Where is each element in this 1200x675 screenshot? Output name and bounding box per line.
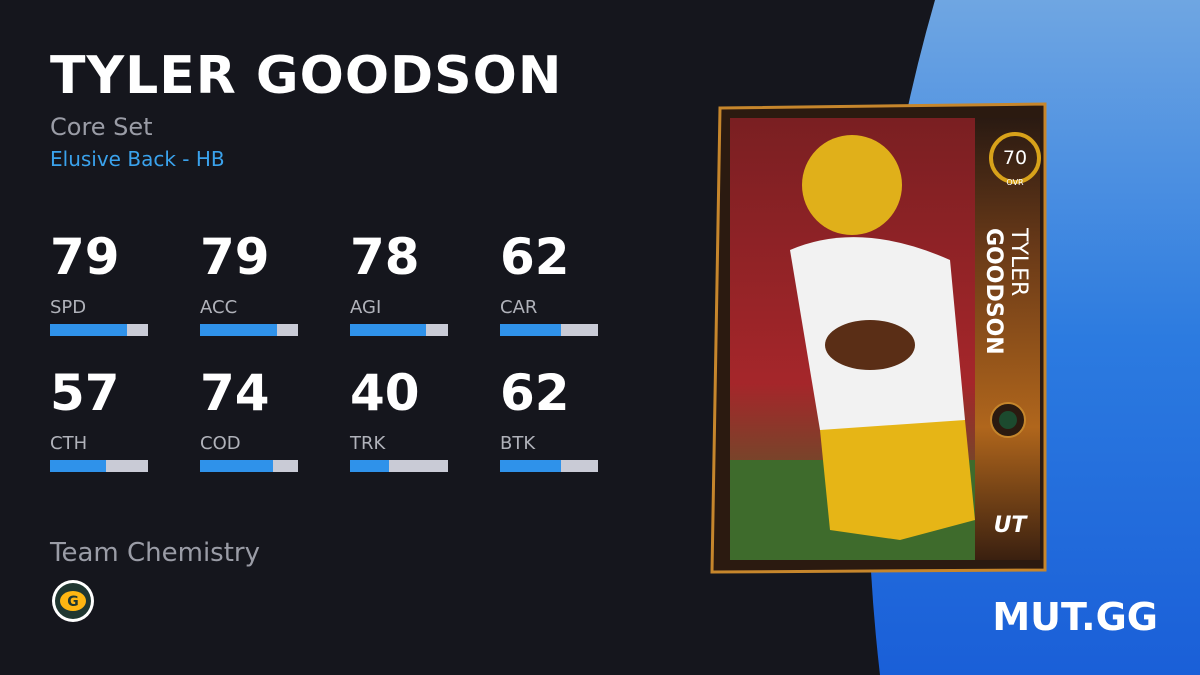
stat-label: COD [200, 433, 241, 454]
stat-bar-track [350, 324, 448, 336]
stat-bar [500, 324, 561, 336]
player-silhouette [790, 135, 975, 540]
stat-value: 40 [350, 364, 420, 422]
stat-bar-track [500, 460, 598, 472]
stat-bar [50, 324, 128, 336]
stat-bar [50, 460, 106, 472]
stat-bar-track [50, 460, 148, 472]
stat-label: CTH [50, 433, 88, 454]
stat-bar [350, 460, 390, 472]
ovr-ring [989, 132, 1041, 184]
card-last-name: GOODSON [981, 228, 1006, 355]
stat-label: BTK [500, 433, 536, 454]
stat-bar [200, 460, 273, 472]
stat-label: SPD [50, 297, 87, 318]
stat-label: CAR [500, 297, 538, 318]
card-first-name: TYLER [1006, 227, 1031, 296]
stat-value: 78 [350, 228, 420, 286]
ovr-value: 70 [1003, 147, 1027, 169]
card-strip [975, 118, 1040, 560]
stat-bar-track [200, 324, 298, 336]
stat-bar [200, 324, 278, 336]
stat-value: 57 [50, 364, 120, 422]
stat-bar-track [350, 460, 448, 472]
stat-bar [350, 324, 427, 336]
stat-bar [500, 460, 561, 472]
stat-bar-track [200, 460, 298, 472]
stat-value: 79 [200, 228, 270, 286]
stat-bar-track [500, 324, 598, 336]
stat-label: ACC [200, 297, 238, 318]
stat-label: AGI [350, 297, 382, 318]
team-logo-letter: G [67, 594, 79, 610]
stat-value: 62 [500, 228, 570, 286]
archetype: Elusive Back - HB [50, 147, 225, 171]
card-team-logo-inner [999, 411, 1017, 429]
stat-value: 79 [50, 228, 120, 286]
stat-label: TRK [350, 433, 386, 454]
player-name: TYLER GOODSON [50, 46, 563, 106]
brand-logo: MUT.GG [992, 595, 1158, 639]
stat-value: 74 [200, 364, 270, 422]
card-program: UT [994, 513, 1029, 538]
ovr-label: OVR [1006, 178, 1024, 187]
chemistry-label: Team Chemistry [50, 538, 260, 568]
team-logo-oval [60, 591, 86, 611]
stat-value: 62 [500, 364, 570, 422]
card-set: Core Set [50, 113, 153, 141]
stat-bar-track [50, 324, 148, 336]
